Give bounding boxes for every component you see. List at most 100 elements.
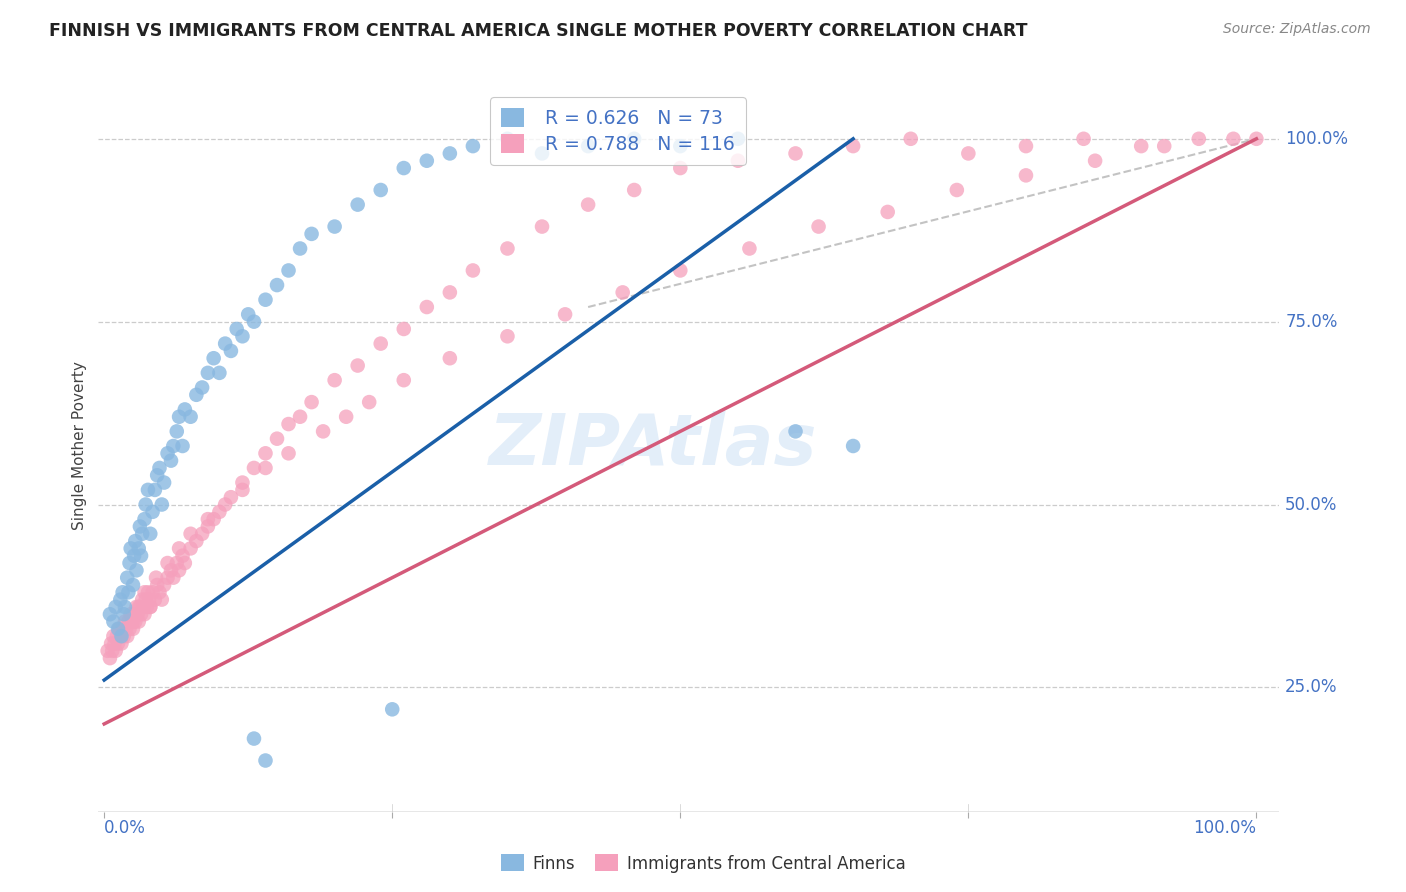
Point: [208, 366, 231, 380]
Point: [172, 439, 194, 453]
Point: [132, 599, 155, 614]
Point: [134, 585, 156, 599]
Point: [122, 615, 145, 629]
Point: [129, 607, 152, 622]
Point: [173, 556, 195, 570]
Point: [148, 585, 170, 599]
Point: [114, 615, 136, 629]
Point: [118, 622, 141, 636]
Point: [231, 475, 253, 490]
Point: [439, 146, 461, 161]
Point: [136, 483, 159, 497]
Point: [156, 571, 179, 585]
Point: [121, 615, 143, 629]
Point: [150, 592, 173, 607]
Point: [531, 219, 554, 234]
Point: [219, 490, 242, 504]
Point: [139, 599, 162, 614]
Point: [576, 139, 599, 153]
Point: [167, 409, 190, 424]
Point: [172, 549, 194, 563]
Point: [214, 498, 236, 512]
Point: [180, 541, 202, 556]
Point: [110, 629, 132, 643]
Text: 100.0%: 100.0%: [1285, 130, 1348, 148]
Point: [127, 607, 149, 622]
Point: [208, 505, 231, 519]
Point: [900, 132, 922, 146]
Point: [103, 615, 125, 629]
Point: [148, 461, 170, 475]
Point: [231, 329, 253, 343]
Point: [254, 461, 277, 475]
Point: [1015, 169, 1038, 183]
Point: [167, 563, 190, 577]
Point: [946, 183, 969, 197]
Point: [122, 578, 145, 592]
Point: [162, 571, 184, 585]
Point: [669, 161, 692, 175]
Point: [346, 197, 368, 211]
Point: [112, 607, 135, 622]
Point: [346, 359, 368, 373]
Point: [186, 534, 208, 549]
Point: [142, 505, 165, 519]
Text: 50.0%: 50.0%: [1285, 496, 1337, 514]
Text: 25.0%: 25.0%: [1285, 679, 1337, 697]
Point: [225, 322, 247, 336]
Point: [254, 754, 277, 768]
Point: [143, 592, 166, 607]
Point: [128, 541, 150, 556]
Point: [122, 607, 145, 622]
Point: [288, 242, 311, 256]
Point: [842, 439, 865, 453]
Point: [98, 607, 121, 622]
Point: [120, 607, 142, 622]
Point: [392, 161, 415, 175]
Point: [103, 629, 125, 643]
Point: [100, 636, 122, 650]
Point: [146, 578, 169, 592]
Point: [191, 526, 214, 541]
Point: [136, 585, 159, 599]
Point: [104, 644, 127, 658]
Text: 75.0%: 75.0%: [1285, 313, 1337, 331]
Point: [238, 307, 260, 321]
Point: [231, 483, 253, 497]
Point: [131, 526, 153, 541]
Point: [103, 636, 125, 650]
Point: [160, 453, 183, 467]
Point: [496, 329, 519, 343]
Point: [135, 498, 157, 512]
Point: [554, 307, 576, 321]
Point: [107, 622, 129, 636]
Point: [277, 417, 299, 431]
Point: [104, 599, 127, 614]
Point: [143, 483, 166, 497]
Point: [129, 549, 152, 563]
Point: [125, 563, 148, 577]
Point: [98, 651, 121, 665]
Point: [301, 227, 323, 241]
Text: FINNISH VS IMMIGRANTS FROM CENTRAL AMERICA SINGLE MOTHER POVERTY CORRELATION CHA: FINNISH VS IMMIGRANTS FROM CENTRAL AMERI…: [49, 22, 1028, 40]
Point: [277, 263, 299, 277]
Legend: Finns, Immigrants from Central America: Finns, Immigrants from Central America: [494, 847, 912, 880]
Point: [115, 629, 138, 643]
Point: [110, 629, 132, 643]
Point: [142, 585, 165, 599]
Point: [139, 599, 162, 614]
Point: [135, 599, 157, 614]
Point: [876, 205, 898, 219]
Point: [381, 702, 404, 716]
Point: [191, 380, 214, 394]
Point: [129, 599, 152, 614]
Point: [1073, 132, 1095, 146]
Point: [957, 146, 980, 161]
Point: [124, 534, 146, 549]
Point: [266, 432, 288, 446]
Point: [166, 425, 188, 439]
Point: [243, 461, 266, 475]
Point: [301, 395, 323, 409]
Point: [197, 366, 219, 380]
Point: [1015, 139, 1038, 153]
